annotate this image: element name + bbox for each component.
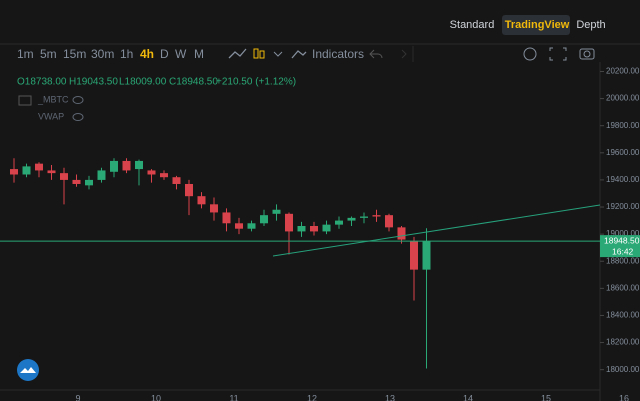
candle-body <box>272 209 281 214</box>
interval-button[interactable]: 4h <box>140 47 154 61</box>
candle-body <box>22 166 31 175</box>
candle-body <box>397 227 406 240</box>
view-tab[interactable]: TradingView <box>505 19 570 31</box>
x-tick-label: 10 <box>151 393 161 401</box>
candle-body <box>197 196 206 205</box>
y-tick-label: 19600.00 <box>606 148 640 157</box>
interval-button[interactable]: M <box>194 47 204 61</box>
dropdown-icon[interactable] <box>273 51 283 57</box>
ohlc-value: +210.50 (+1.12%) <box>216 77 296 88</box>
screenshot-icon[interactable] <box>579 48 595 60</box>
candle-body <box>260 215 268 224</box>
fullscreen-icon[interactable] <box>549 47 567 61</box>
visibility-icon[interactable] <box>72 96 84 104</box>
candle-body <box>122 160 131 171</box>
candle-body <box>85 179 93 186</box>
x-tick-label: 9 <box>75 393 80 401</box>
y-tick-label: 19000.00 <box>606 229 640 238</box>
last-price-tag <box>600 235 640 258</box>
candle-body <box>360 216 368 218</box>
x-tick-label: 11 <box>229 393 238 401</box>
ohlc-value: L18009.00 <box>119 77 167 88</box>
candle-body <box>147 170 156 175</box>
visibility-icon[interactable] <box>72 113 84 121</box>
x-tick-label: 16 <box>619 393 629 401</box>
candle-body <box>310 226 318 232</box>
collapse-icon[interactable] <box>18 95 32 106</box>
interval-button[interactable]: 1h <box>120 47 133 61</box>
y-tick-label: 19200.00 <box>606 202 640 211</box>
candle-body <box>172 177 181 184</box>
undo-icon[interactable] <box>369 49 383 59</box>
line-chart-icon[interactable] <box>228 48 247 59</box>
candle-body <box>372 215 381 217</box>
indicators-button[interactable]: Indicators <box>312 47 364 61</box>
candle-body <box>235 223 243 229</box>
candle-body <box>385 215 393 228</box>
candle-body <box>347 217 356 221</box>
candle-body <box>60 173 68 180</box>
study-label: VWAP <box>38 111 64 121</box>
y-tick-label: 19400.00 <box>606 175 640 184</box>
ohlc-value: O18738.00 <box>17 77 67 88</box>
study-label: _MBTC <box>37 94 69 104</box>
indicator-icon[interactable] <box>291 50 307 59</box>
redo-icon[interactable] <box>401 49 407 59</box>
candle-body <box>160 173 168 178</box>
y-tick-label: 18600.00 <box>606 283 640 292</box>
candle-body <box>285 213 293 232</box>
logo <box>17 359 39 381</box>
candle-body <box>135 160 143 170</box>
countdown-label: 16:42 <box>612 246 634 256</box>
interval-button[interactable]: D <box>160 47 169 61</box>
y-tick-label: 20200.00 <box>606 67 640 76</box>
ohlc-value: H19043.50 <box>69 77 118 88</box>
candle-body <box>422 241 431 270</box>
candle-body <box>97 170 106 180</box>
trend-line <box>272 204 601 257</box>
logo-mark <box>20 367 36 373</box>
candle-body <box>72 179 81 184</box>
x-tick-label: 12 <box>307 393 317 401</box>
x-tick-label: 14 <box>463 393 473 401</box>
candle-body <box>10 169 18 175</box>
interval-button[interactable]: 15m <box>63 47 86 61</box>
y-tick-label: 19800.00 <box>606 121 640 130</box>
candle-body <box>410 240 418 270</box>
candle-icon[interactable] <box>259 50 265 59</box>
interval-button[interactable]: 1m <box>17 47 34 61</box>
interval-button[interactable]: W <box>175 47 187 61</box>
view-tab[interactable]: Depth <box>576 19 605 31</box>
interval-button[interactable]: 5m <box>40 47 57 61</box>
candle-body <box>322 224 331 232</box>
view-tab[interactable]: Standard <box>450 19 495 31</box>
y-tick-label: 18400.00 <box>606 311 640 320</box>
candle-body <box>210 204 218 213</box>
candle-body <box>247 223 256 229</box>
candle-body <box>35 163 43 171</box>
y-tick-label: 18000.00 <box>606 365 640 374</box>
y-tick-label: 20000.00 <box>606 94 640 103</box>
candle-icon[interactable] <box>253 48 259 59</box>
y-tick-label: 18800.00 <box>606 256 640 265</box>
last-price-label: 18948.50 <box>604 235 640 245</box>
settings-icon[interactable] <box>523 47 537 61</box>
y-tick-label: 18200.00 <box>606 338 640 347</box>
interval-button[interactable]: 30m <box>91 47 114 61</box>
x-tick-label: 13 <box>385 393 395 401</box>
active-tab-bg <box>502 15 570 35</box>
x-tick-label: 15 <box>541 393 551 401</box>
candle-body <box>297 226 306 232</box>
screenshot-icon[interactable] <box>583 50 591 58</box>
candle-body <box>110 160 118 172</box>
candle-body <box>222 212 231 224</box>
candle-body <box>47 170 56 174</box>
candle-body <box>335 220 343 225</box>
ohlc-value: C18948.50 <box>169 77 218 88</box>
candle-body <box>185 183 193 197</box>
